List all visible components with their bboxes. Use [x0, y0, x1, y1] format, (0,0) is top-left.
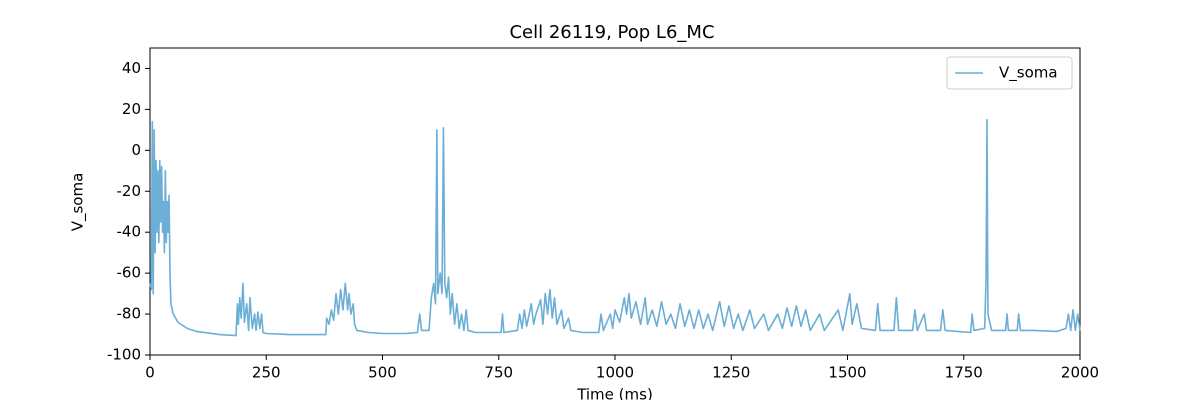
x-tick-label: 2000 — [1061, 364, 1099, 382]
x-tick-label: 1500 — [828, 364, 866, 382]
x-tick-label: 1250 — [712, 364, 750, 382]
y-tick-label: 0 — [131, 141, 141, 159]
y-tick-label: -100 — [107, 346, 141, 364]
y-tick-label: -60 — [117, 264, 142, 282]
x-tick-label: 500 — [368, 364, 397, 382]
x-tick-label: 1000 — [596, 364, 634, 382]
chart-title: Cell 26119, Pop L6_MC — [509, 22, 714, 43]
y-tick-label: -80 — [117, 305, 142, 323]
x-axis-label: Time (ms) — [576, 386, 653, 400]
y-tick-label: 20 — [122, 100, 141, 118]
legend-box — [946, 56, 1073, 90]
y-tick-label: -20 — [117, 182, 142, 200]
x-tick-label: 250 — [252, 364, 281, 382]
x-tick-label: 1750 — [945, 364, 983, 382]
data-line — [149, 118, 1081, 337]
y-axis-label: V_soma — [69, 173, 88, 232]
x-tick-label: 750 — [484, 364, 513, 382]
y-tick-label: 40 — [122, 59, 141, 77]
x-tick-label: 0 — [145, 364, 155, 382]
y-tick-label: -40 — [117, 223, 142, 241]
legend-label: V_soma — [999, 64, 1058, 83]
plot-frame — [149, 47, 1081, 356]
